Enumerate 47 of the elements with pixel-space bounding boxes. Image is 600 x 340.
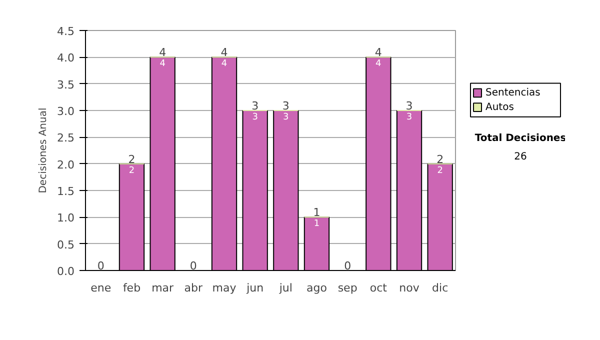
total-label: 0	[97, 260, 104, 272]
data-label: 4	[221, 59, 228, 70]
data-label: 3	[406, 112, 412, 122]
x-tick-label: abr	[184, 282, 204, 294]
x-tick-label: may	[212, 282, 237, 294]
data-label: 3	[283, 112, 289, 122]
x-tick-label: sep	[338, 282, 358, 294]
y-tick-label: 0.5	[57, 238, 75, 252]
legend-label: Sentencias	[486, 87, 540, 98]
x-tick-label: jun	[246, 282, 264, 294]
x-tick-label: mar	[152, 282, 174, 294]
x-tick-label: nov	[399, 282, 420, 294]
total-label: 0	[190, 260, 197, 272]
total-label: 2	[436, 152, 444, 166]
y-tick-label: 1.5	[57, 185, 75, 198]
y-tick-label: 4.5	[57, 25, 75, 38]
total-label: 1	[313, 206, 320, 220]
y-axis-title: Decisiones Anual	[38, 108, 50, 194]
y-tick-label: 2.0	[57, 158, 75, 172]
total-label: 4	[159, 46, 166, 60]
data-label: 4	[376, 59, 382, 70]
total-label: 0	[344, 260, 352, 272]
y-tick-label: 2.5	[57, 132, 75, 145]
x-tick-label: feb	[122, 282, 141, 294]
total-label: 4	[374, 46, 382, 60]
total-label: 3	[282, 100, 290, 112]
data-label: 4	[160, 59, 166, 70]
y-tick-label: 3.5	[57, 78, 75, 92]
total-label: 3	[252, 100, 259, 112]
x-tick-label: jul	[278, 282, 292, 294]
y-tick-label: 4.0	[57, 52, 75, 65]
y-tick-label: 0.0	[57, 265, 75, 278]
data-label: 1	[314, 219, 320, 230]
total-label: 3	[406, 100, 413, 112]
x-tick-label: dic	[432, 282, 448, 294]
y-tick-label: 3.0	[57, 105, 75, 118]
data-label: 2	[128, 166, 135, 176]
x-tick-label: oct	[370, 282, 388, 294]
legend-label: Autos	[486, 102, 514, 113]
text: 26	[514, 151, 527, 162]
data-label: 2	[437, 166, 443, 176]
x-tick-label: ago	[306, 282, 328, 294]
total-label: 4	[220, 46, 228, 60]
data-label: 3	[252, 112, 258, 122]
y-tick-label: 1.0	[57, 212, 75, 225]
total-label: 2	[128, 152, 136, 166]
x-tick-label: ene	[90, 282, 112, 294]
